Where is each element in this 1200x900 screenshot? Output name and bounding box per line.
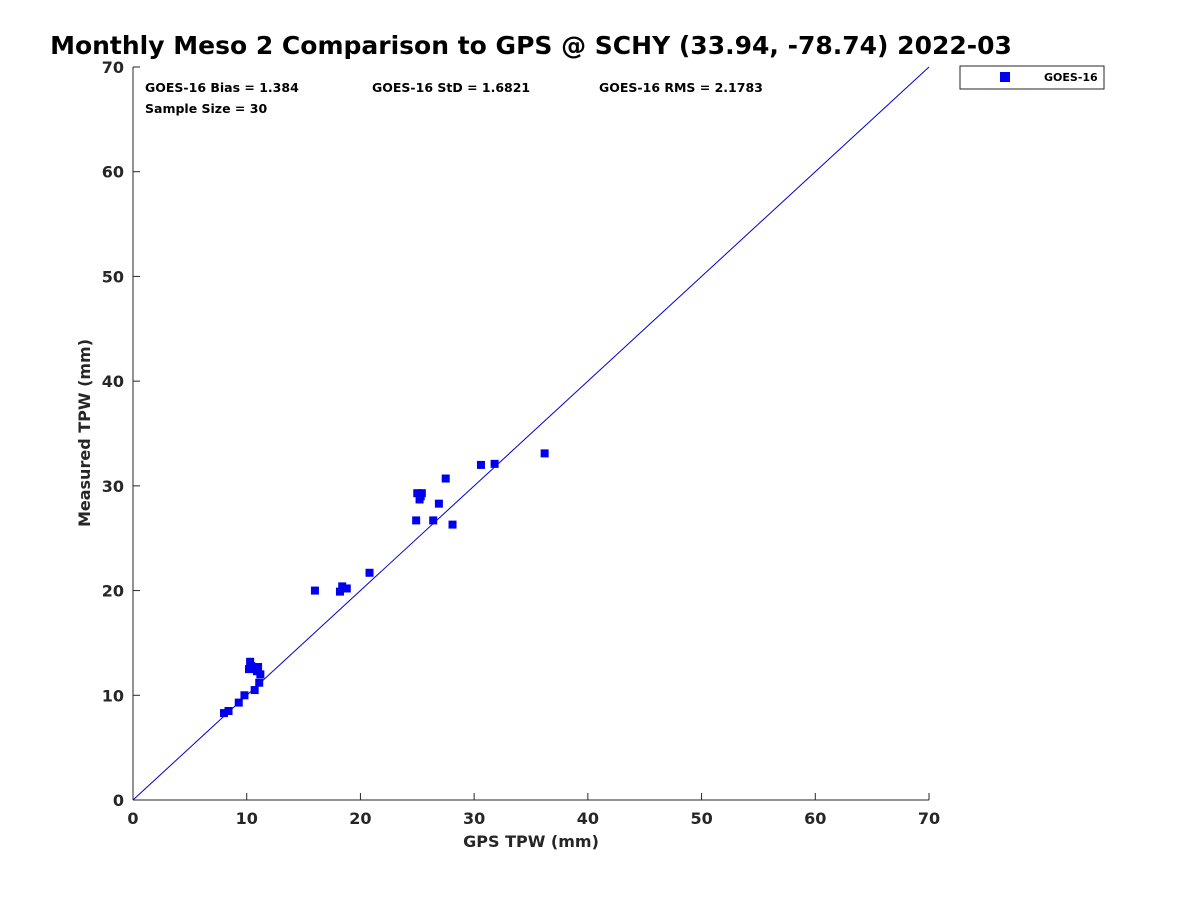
x-tick-label: 60 — [804, 809, 826, 828]
data-point — [335, 587, 344, 596]
data-point — [448, 520, 457, 529]
data-point — [342, 584, 351, 593]
plot-area — [132, 66, 930, 801]
stats-annotations: GOES-16 Bias = 1.384 GOES-16 StD = 1.682… — [145, 80, 763, 116]
x-tick-label: 20 — [349, 809, 371, 828]
data-point — [429, 516, 438, 525]
data-point — [434, 499, 443, 508]
data-point — [540, 449, 549, 458]
y-tick-label: 40 — [102, 372, 124, 391]
y-tick-label: 30 — [102, 477, 124, 496]
data-point — [250, 686, 259, 695]
x-tick-label: 50 — [690, 809, 712, 828]
data-point — [441, 474, 450, 483]
x-tick-label: 30 — [463, 809, 485, 828]
legend-label-goes16: GOES-16 — [1044, 71, 1098, 84]
data-point — [310, 586, 319, 595]
stat-bias: GOES-16 Bias = 1.384 — [145, 80, 299, 95]
data-point — [234, 698, 243, 707]
data-point — [224, 706, 233, 715]
y-tick-label: 10 — [102, 686, 124, 705]
data-point — [490, 459, 499, 468]
x-tick-label: 10 — [236, 809, 258, 828]
y-axis-ticks: 0 10 20 30 40 50 60 70 — [102, 58, 140, 810]
x-axis-ticks: 0 10 20 30 40 50 60 70 — [127, 793, 940, 828]
data-point — [416, 492, 425, 501]
data-point — [365, 568, 374, 577]
legend-box — [959, 65, 1105, 90]
data-point — [240, 691, 249, 700]
data-point — [255, 678, 264, 687]
legend-marker-goes16 — [1000, 72, 1010, 82]
y-tick-label: 70 — [102, 58, 124, 77]
y-axis-label: Measured TPW (mm) — [75, 339, 94, 527]
data-point — [254, 663, 263, 672]
stat-sample-size: Sample Size = 30 — [145, 101, 267, 116]
data-point — [219, 709, 228, 718]
data-point — [412, 516, 421, 525]
x-tick-label: 40 — [577, 809, 599, 828]
data-point — [246, 657, 255, 666]
x-axis-label: GPS TPW (mm) — [463, 832, 599, 851]
data-point — [338, 582, 347, 591]
chart-title: Monthly Meso 2 Comparison to GPS @ SCHY … — [50, 31, 1012, 60]
data-point — [476, 460, 485, 469]
data-point — [247, 661, 256, 670]
legend: GOES-16 — [959, 65, 1105, 90]
y-tick-label: 0 — [113, 791, 124, 810]
stat-std: GOES-16 StD = 1.6821 — [372, 80, 530, 95]
y-tick-label: 50 — [102, 267, 124, 286]
data-point — [252, 667, 261, 676]
x-tick-label: 70 — [918, 809, 940, 828]
stat-rms: GOES-16 RMS = 2.1783 — [599, 80, 763, 95]
one-to-one-line — [132, 66, 930, 801]
x-tick-label: 0 — [127, 809, 138, 828]
y-tick-label: 20 — [102, 582, 124, 601]
y-tick-label: 60 — [102, 163, 124, 182]
